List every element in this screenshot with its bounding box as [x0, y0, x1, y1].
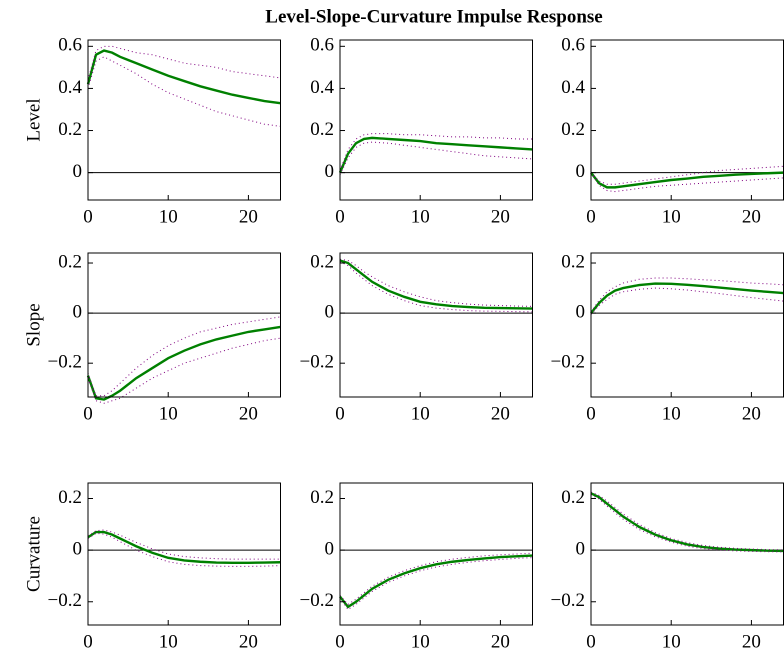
response-line: [590, 282, 784, 314]
band-line: [339, 133, 533, 171]
y-tick-label: 0.6: [58, 35, 82, 56]
x-tick-label: 20: [491, 631, 510, 652]
x-tick-label: 10: [159, 403, 178, 424]
x-tick-label: 20: [239, 631, 258, 652]
band-line: [339, 141, 533, 175]
y-tick-label: 0: [576, 161, 586, 182]
band-line: [590, 491, 784, 551]
plot-frame: [590, 252, 784, 398]
y-tick-label: 0: [325, 538, 335, 559]
response-line: [86, 49, 281, 105]
y-tick-label: −0.2: [551, 352, 585, 373]
band-line: [87, 529, 281, 560]
plot-frame: [590, 39, 784, 201]
x-tick-label: 20: [742, 403, 761, 424]
x-tick-label: 10: [411, 206, 430, 227]
x-tick-label: 10: [159, 631, 178, 652]
y-tick-label: 0.6: [561, 35, 585, 56]
y-tick-label: 0.2: [58, 251, 82, 272]
y-tick-label: −0.2: [551, 590, 585, 611]
y-tick-label: 0.2: [310, 487, 334, 508]
x-tick-label: 0: [83, 631, 93, 652]
y-tick-label: 0: [325, 301, 335, 322]
y-tick-label: 0: [73, 538, 83, 559]
y-tick-label: 0.6: [310, 35, 334, 56]
y-axis-label: Curvature: [23, 516, 44, 592]
band-line: [590, 287, 784, 315]
y-tick-label: −0.2: [300, 352, 334, 373]
response-line: [590, 492, 784, 553]
plot-frame: [339, 252, 533, 398]
band-line: [87, 337, 281, 404]
y-tick-label: 0.2: [58, 487, 82, 508]
band-line: [87, 532, 281, 567]
x-tick-label: 10: [411, 631, 430, 652]
x-tick-label: 10: [411, 403, 430, 424]
y-tick-label: 0: [73, 301, 83, 322]
band-line: [339, 557, 533, 611]
plot-frame: [339, 482, 533, 626]
x-tick-label: 10: [159, 206, 178, 227]
x-tick-label: 0: [83, 403, 93, 424]
y-tick-label: −0.2: [300, 590, 334, 611]
x-tick-label: 0: [335, 631, 345, 652]
band-line: [590, 277, 784, 313]
figure-title: Level-Slope-Curvature Impulse Response: [265, 6, 602, 27]
x-tick-label: 20: [239, 206, 258, 227]
band-line: [87, 45, 281, 81]
y-axis-label: Slope: [23, 303, 44, 346]
y-tick-label: 0.2: [561, 487, 585, 508]
x-tick-label: 0: [586, 403, 596, 424]
plot-frame: [339, 39, 533, 201]
x-tick-label: 0: [83, 206, 93, 227]
response-line: [339, 554, 533, 609]
y-tick-label: 0.2: [310, 119, 334, 140]
y-tick-label: 0.4: [58, 77, 82, 98]
y-tick-label: 0: [576, 301, 586, 322]
band-line: [339, 261, 533, 313]
band-line: [590, 172, 784, 193]
band-line: [339, 258, 533, 307]
plot-frame: [590, 482, 784, 626]
y-tick-label: 0.4: [561, 77, 585, 98]
y-tick-label: 0.2: [310, 251, 334, 272]
x-tick-label: 20: [742, 631, 761, 652]
x-tick-label: 10: [662, 631, 681, 652]
y-tick-label: 0.4: [310, 77, 334, 98]
y-tick-label: −0.2: [48, 590, 82, 611]
band-line: [590, 165, 784, 185]
y-tick-label: 0: [325, 161, 335, 182]
x-tick-label: 0: [335, 403, 345, 424]
response-line: [87, 530, 281, 564]
x-tick-label: 20: [491, 403, 510, 424]
response-line: [338, 136, 533, 174]
x-tick-label: 10: [662, 206, 681, 227]
x-tick-label: 0: [335, 206, 345, 227]
response-line: [339, 259, 533, 310]
plot-frame: [87, 482, 281, 626]
response-line: [590, 171, 784, 189]
y-tick-label: 0.2: [561, 119, 585, 140]
y-tick-label: 0.2: [561, 251, 585, 272]
plot-frame: [87, 252, 281, 398]
y-tick-label: −0.2: [48, 352, 82, 373]
y-axis-label: Level: [23, 98, 44, 141]
x-tick-label: 20: [742, 206, 761, 227]
band-line: [87, 56, 281, 127]
y-tick-label: 0.2: [58, 119, 82, 140]
x-tick-label: 0: [586, 631, 596, 652]
band-line: [87, 316, 281, 397]
response-line: [86, 325, 281, 401]
x-tick-label: 20: [239, 403, 258, 424]
y-tick-label: 0: [73, 161, 83, 182]
x-tick-label: 10: [662, 403, 681, 424]
y-tick-label: 0: [576, 538, 586, 559]
plot-frame: [87, 39, 281, 201]
band-line: [339, 552, 533, 606]
x-tick-label: 20: [491, 206, 510, 227]
x-tick-label: 0: [586, 206, 596, 227]
